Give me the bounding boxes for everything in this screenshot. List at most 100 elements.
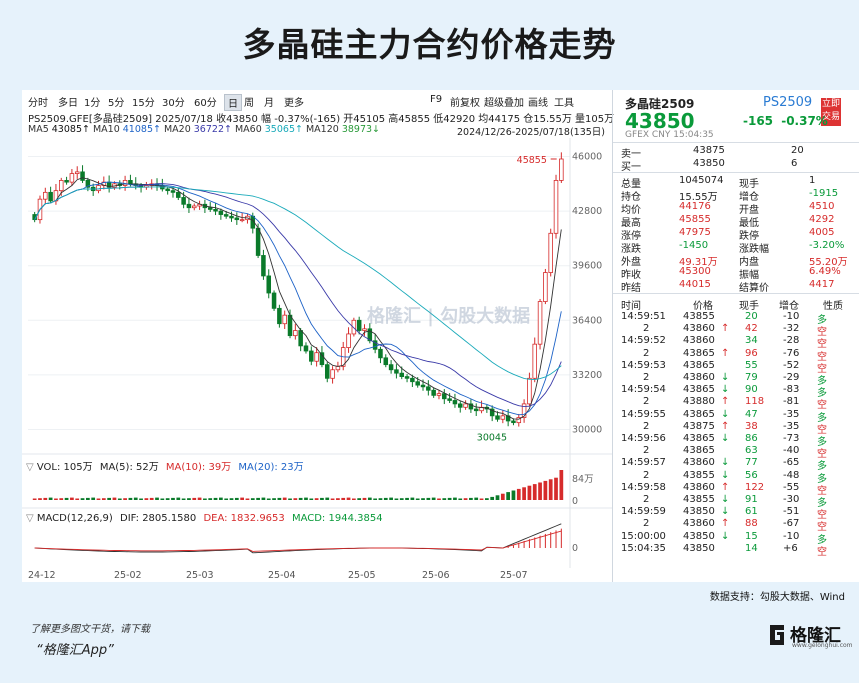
candle-body bbox=[447, 398, 452, 401]
stat-row: 均价 44176 开盘 4510 bbox=[621, 201, 835, 216]
x-tick-label: 25-03 bbox=[186, 570, 214, 581]
volume-bar bbox=[506, 492, 511, 500]
volume-bar bbox=[149, 497, 154, 500]
stat-row: 外盘 49.31万 内盘 55.20万 bbox=[621, 257, 848, 268]
volume-bar bbox=[431, 497, 436, 500]
candle-body bbox=[58, 180, 64, 192]
tick-row: 14:59:56 43865 ↓ 86 -73 多 bbox=[621, 433, 827, 448]
x-tick-label: 25-04 bbox=[268, 570, 296, 581]
ma-item-MA20: MA20 36722↑ bbox=[163, 124, 232, 135]
tick-row: 2 43860 ↑ 88 -67 空 bbox=[643, 518, 827, 534]
page-title: 多晶硅主力合约价格走势 bbox=[242, 25, 617, 64]
candle-body bbox=[239, 219, 245, 222]
tick-row: 2 43875 ↑ 38 -35 空 bbox=[643, 420, 827, 436]
kline-chart[interactable]: 46000 42800 39600 36400 33200 30000 45855 30045… bbox=[22, 90, 612, 582]
volume-bar bbox=[75, 498, 80, 500]
toolbar-工具[interactable]: 工具 bbox=[554, 98, 574, 109]
toolbar-周[interactable]: 周 bbox=[244, 98, 254, 109]
tick-row: 14:59:52 43860 34 -28 空 bbox=[621, 335, 827, 351]
toolbar-5分[interactable]: 5分 bbox=[108, 98, 125, 109]
volume-bar bbox=[187, 498, 191, 500]
candle-body bbox=[489, 408, 495, 417]
volume-bar bbox=[38, 498, 42, 500]
volume-bar bbox=[293, 498, 298, 500]
volume-bar bbox=[160, 498, 165, 500]
divider bbox=[613, 172, 859, 173]
candle-body bbox=[293, 330, 298, 337]
volume-bar bbox=[85, 497, 90, 500]
candle-body bbox=[181, 197, 186, 205]
quote-sidebar: 多晶硅2509 PS2509 立即交易 43850 -165 -0.37% GF… bbox=[612, 90, 859, 582]
tick-row: 2 43865 63 -40 空 bbox=[643, 445, 827, 461]
volume-bar bbox=[442, 498, 447, 500]
candle-body bbox=[372, 340, 378, 350]
volume-bar bbox=[522, 487, 526, 500]
quote-price: 43850 bbox=[625, 109, 695, 133]
volume-bar bbox=[70, 497, 74, 500]
toolbar-日[interactable]: 日 bbox=[224, 94, 242, 111]
tick-row: 2 43855 ↓ 91 -30 多 bbox=[643, 494, 827, 509]
candle-body bbox=[516, 417, 522, 424]
candle-body bbox=[64, 180, 69, 183]
macd-value: MACD: 1944.3854 bbox=[291, 513, 383, 524]
candle-body bbox=[32, 214, 37, 221]
candle-body bbox=[356, 319, 362, 331]
candle-body bbox=[543, 272, 548, 302]
macd-legend: ▽ MACD(12,26,9) DIF: 2805.1580 DEA: 1832… bbox=[26, 513, 383, 524]
x-tick-label: 25-05 bbox=[348, 570, 376, 581]
volume-bar bbox=[32, 498, 37, 500]
toolbar-15分[interactable]: 15分 bbox=[132, 98, 155, 109]
volume-bar bbox=[96, 498, 101, 500]
candle-body bbox=[213, 209, 218, 212]
volume-bar bbox=[351, 498, 356, 500]
stat-row: 总量 1045074 现手 1 bbox=[621, 175, 816, 190]
tick-row: 2 43865 ↑ 96 -76 空 bbox=[643, 347, 827, 363]
volume-bar bbox=[346, 497, 351, 500]
candle-body bbox=[128, 180, 133, 185]
dif-line bbox=[34, 523, 562, 554]
toolbar-月[interactable]: 月 bbox=[264, 98, 274, 109]
volume-bar bbox=[192, 497, 197, 500]
toolbar-分时[interactable]: 分时 bbox=[28, 98, 48, 109]
volume-bar bbox=[80, 498, 85, 500]
toolbar-画线[interactable]: 画线 bbox=[528, 98, 548, 109]
stat-row: 涨跌 -1450 涨跌幅 -3.20% bbox=[621, 240, 845, 255]
toolbar-超级叠加[interactable]: 超级叠加 bbox=[484, 98, 524, 109]
volume-bar bbox=[298, 497, 303, 500]
ma5-line bbox=[34, 177, 562, 420]
candle-body bbox=[96, 185, 101, 192]
toolbar-更多[interactable]: 更多 bbox=[284, 98, 304, 109]
tick-row: 2 43860 ↓ 79 -29 多 bbox=[643, 372, 827, 387]
vol-ma10: MA(10): 39万 bbox=[165, 462, 232, 473]
volume-bar bbox=[261, 497, 266, 500]
volume-bar bbox=[330, 498, 335, 500]
trade-now-button[interactable]: 立即交易 bbox=[821, 98, 841, 126]
volume-bar bbox=[288, 498, 292, 500]
candle-body bbox=[527, 377, 532, 405]
volume-bar bbox=[543, 480, 548, 500]
candle-body bbox=[298, 330, 303, 347]
volume-bar bbox=[128, 497, 133, 500]
candle-body bbox=[191, 205, 197, 209]
toolbar-1分[interactable]: 1分 bbox=[84, 98, 101, 109]
toolbar-前复权[interactable]: 前复权 bbox=[450, 98, 480, 109]
data-source: 数据支持：勾股大数据、Wind bbox=[709, 592, 845, 603]
toolbar-30分[interactable]: 30分 bbox=[162, 98, 185, 109]
candle-body bbox=[468, 403, 474, 410]
contract-info-line: PS2509.GFE[多晶硅2509] 2025/07/18 收43850 幅 … bbox=[28, 114, 615, 125]
volume-bar bbox=[203, 498, 207, 500]
volume-bar bbox=[367, 497, 372, 500]
quote-code[interactable]: PS2509 bbox=[763, 95, 813, 110]
toolbar-多日[interactable]: 多日 bbox=[58, 98, 78, 109]
y-tick-label: 42800 bbox=[572, 206, 602, 217]
volume-bar bbox=[91, 497, 96, 500]
volume-bar bbox=[123, 498, 127, 500]
volume-bar bbox=[554, 477, 558, 500]
toolbar-60分[interactable]: 60分 bbox=[194, 98, 217, 109]
toolbar-F9[interactable]: F9 bbox=[430, 94, 443, 105]
volume-bar bbox=[325, 497, 330, 500]
volume-bar bbox=[405, 497, 409, 500]
volume-bar bbox=[107, 497, 112, 500]
trading-panel: 分时 多日 1分 5分 15分 30分 60分日周月更多 F9 前复权 超级叠加 画线 工具 PS25… bbox=[22, 90, 859, 582]
date-range: 2024/12/26-2025/07/18(135日) bbox=[457, 127, 605, 138]
